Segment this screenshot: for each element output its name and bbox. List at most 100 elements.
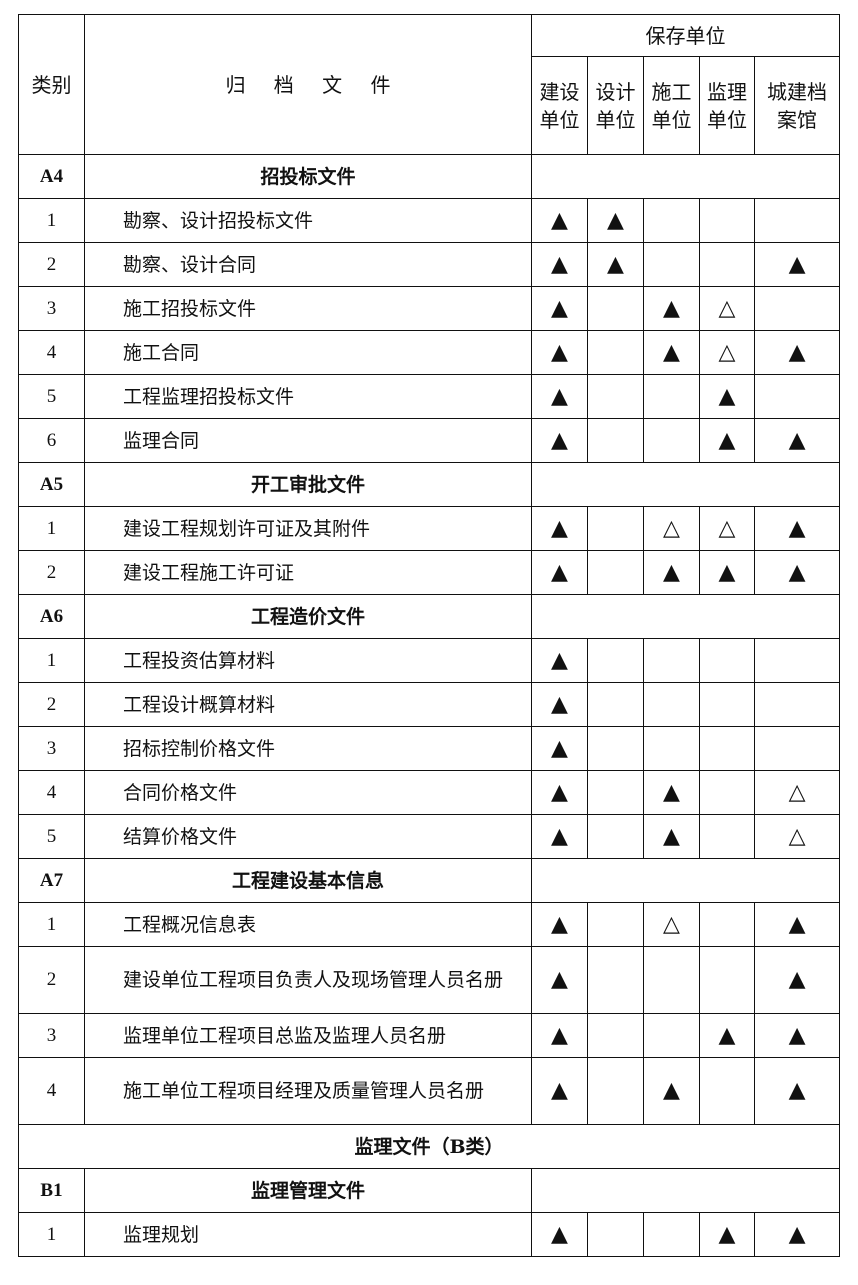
empty-cell xyxy=(587,1057,644,1125)
file-name: 勘察、设计招投标文件 xyxy=(84,198,532,243)
file-name: 工程设计概算材料 xyxy=(84,682,532,727)
table-row: 4 施工单位工程项目经理及质量管理人员名册 ▲ ▲ ▲ xyxy=(18,1057,841,1125)
file-name-text: 工程概况信息表 xyxy=(123,913,257,936)
item-number: 4 xyxy=(18,770,85,815)
hollow-triangle-icon: △ xyxy=(699,506,755,551)
hollow-triangle-icon: △ xyxy=(753,814,841,859)
file-name-text: 合同价格文件 xyxy=(123,781,238,804)
section-title: 开工审批文件 xyxy=(84,462,532,507)
section-title: 监理管理文件 xyxy=(84,1168,532,1213)
item-number: 1 xyxy=(18,902,85,947)
item-number: 4 xyxy=(18,1057,85,1125)
file-name-text: 工程投资估算材料 xyxy=(123,649,276,672)
header-contractor-unit: 施工 单位 xyxy=(643,56,700,155)
filled-triangle-icon: ▲ xyxy=(531,1057,588,1125)
empty-cell xyxy=(643,242,700,287)
empty-cell xyxy=(643,638,700,683)
header-supervision-unit: 监理 单位 xyxy=(699,56,755,155)
empty-cell xyxy=(699,242,755,287)
section-title: 工程造价文件 xyxy=(84,594,532,639)
empty-cell xyxy=(643,726,700,771)
empty-cell xyxy=(643,1013,700,1058)
part-heading-row: 监理文件（B类） xyxy=(17,1124,841,1169)
file-name-text: 结算价格文件 xyxy=(123,825,238,848)
filled-triangle-icon: ▲ xyxy=(753,330,841,375)
table-row: 1 勘察、设计招投标文件 ▲ ▲ xyxy=(18,198,841,243)
empty-cell xyxy=(699,682,755,727)
item-number: 4 xyxy=(18,330,85,375)
empty-cell xyxy=(699,198,755,243)
storage-empty xyxy=(530,154,841,199)
file-name-text: 监理规划 xyxy=(123,1223,200,1246)
section-row: A5 开工审批文件 xyxy=(18,462,841,507)
filled-triangle-icon: ▲ xyxy=(531,770,588,815)
section-row: A7 工程建设基本信息 xyxy=(18,858,841,903)
part-title: 监理文件（B类） xyxy=(17,1124,841,1169)
header-construction-unit: 建设 单位 xyxy=(531,56,588,155)
section-row: A6 工程造价文件 xyxy=(18,594,841,639)
empty-cell xyxy=(587,814,644,859)
empty-cell xyxy=(753,198,841,243)
table-row: 4 施工合同 ▲ ▲ △ ▲ xyxy=(18,330,841,375)
filled-triangle-icon: ▲ xyxy=(753,1057,841,1125)
filled-triangle-icon: ▲ xyxy=(531,418,588,463)
storage-empty xyxy=(530,858,841,903)
filled-triangle-icon: ▲ xyxy=(587,242,644,287)
filled-triangle-icon: ▲ xyxy=(753,506,841,551)
empty-cell xyxy=(643,1212,700,1257)
file-name: 合同价格文件 xyxy=(84,770,532,815)
filled-triangle-icon: ▲ xyxy=(531,726,588,771)
file-name: 工程监理招投标文件 xyxy=(84,374,532,419)
table-row: 1 工程投资估算材料 ▲ xyxy=(18,638,841,683)
filled-triangle-icon: ▲ xyxy=(531,242,588,287)
category-code: A5 xyxy=(18,462,85,507)
item-number: 5 xyxy=(18,814,85,859)
header-file: 归 档 文 件 xyxy=(84,14,532,155)
empty-cell xyxy=(699,1057,755,1125)
filled-triangle-icon: ▲ xyxy=(531,946,588,1014)
file-name: 招标控制价格文件 xyxy=(84,726,532,771)
empty-cell xyxy=(699,814,755,859)
table-row: 2 建设单位工程项目负责人及现场管理人员名册 ▲ ▲ xyxy=(18,946,841,1014)
empty-cell xyxy=(587,330,644,375)
empty-cell xyxy=(753,638,841,683)
file-name-text: 施工合同 xyxy=(123,341,200,364)
empty-cell xyxy=(587,770,644,815)
empty-cell xyxy=(643,946,700,1014)
file-name-text: 施工单位工程项目经理及质量管理人员名册 xyxy=(123,1080,485,1102)
empty-cell xyxy=(643,198,700,243)
table-row: 4 合同价格文件 ▲ ▲ △ xyxy=(18,770,841,815)
table-row: 2 建设工程施工许可证 ▲ ▲ ▲ ▲ xyxy=(18,550,841,595)
filled-triangle-icon: ▲ xyxy=(531,682,588,727)
filled-triangle-icon: ▲ xyxy=(643,330,700,375)
filled-triangle-icon: ▲ xyxy=(531,638,588,683)
file-name-text: 工程监理招投标文件 xyxy=(123,385,295,408)
filled-triangle-icon: ▲ xyxy=(531,814,588,859)
empty-cell xyxy=(587,902,644,947)
file-name: 建设工程规划许可证及其附件 xyxy=(84,506,532,551)
file-name: 工程投资估算材料 xyxy=(84,638,532,683)
file-name: 监理规划 xyxy=(84,1212,532,1257)
file-name-text: 建设工程施工许可证 xyxy=(123,561,295,584)
filled-triangle-icon: ▲ xyxy=(753,1013,841,1058)
empty-cell xyxy=(753,682,841,727)
item-number: 1 xyxy=(18,198,85,243)
filled-triangle-icon: ▲ xyxy=(753,242,841,287)
hollow-triangle-icon: △ xyxy=(643,902,700,947)
file-name: 施工合同 xyxy=(84,330,532,375)
filled-triangle-icon: ▲ xyxy=(699,1212,755,1257)
hollow-triangle-icon: △ xyxy=(699,286,755,331)
empty-cell xyxy=(699,946,755,1014)
table-row: 1 监理规划 ▲ ▲ ▲ xyxy=(18,1212,841,1257)
header-design-unit: 设计 单位 xyxy=(587,56,644,155)
item-number: 2 xyxy=(18,946,85,1014)
header-storage-units: 保存单位 xyxy=(530,14,841,57)
empty-cell xyxy=(587,550,644,595)
filled-triangle-icon: ▲ xyxy=(643,1057,700,1125)
storage-empty xyxy=(530,594,841,639)
empty-cell xyxy=(699,726,755,771)
empty-cell xyxy=(587,726,644,771)
empty-cell xyxy=(587,682,644,727)
storage-empty xyxy=(530,1168,841,1213)
empty-cell xyxy=(587,286,644,331)
